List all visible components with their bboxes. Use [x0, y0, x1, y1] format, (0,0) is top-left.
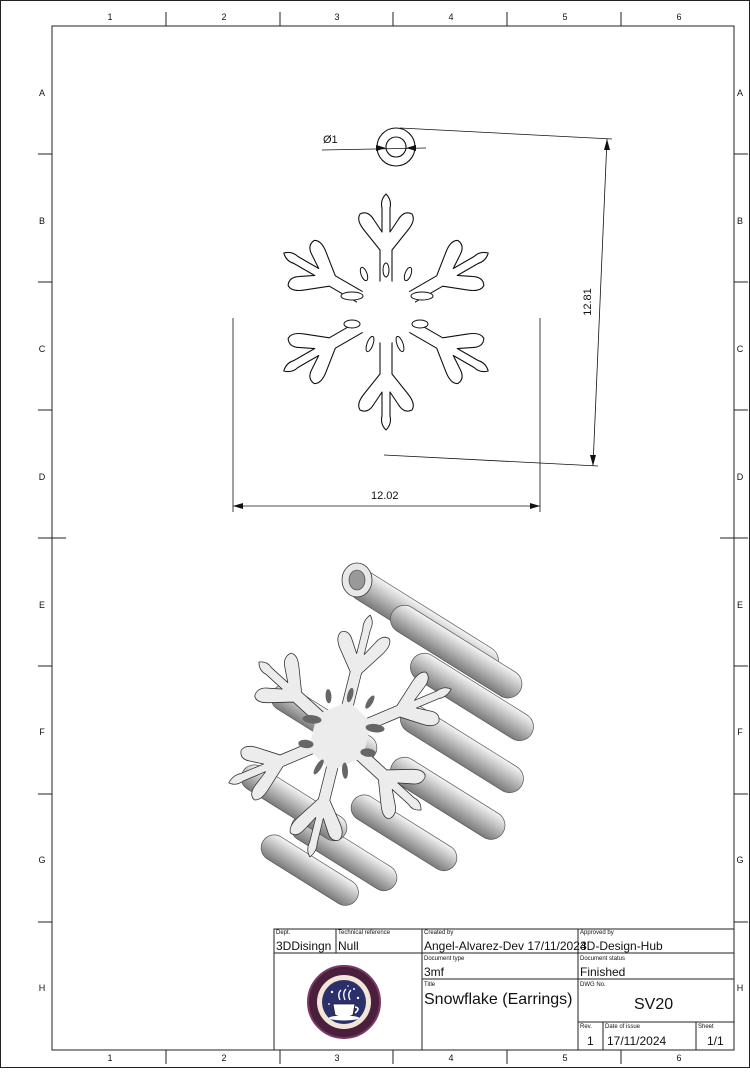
- company-logo: [307, 965, 381, 1039]
- created-label: Created by: [424, 930, 454, 936]
- width-dimension: 12.02: [371, 490, 399, 502]
- column-label-5: 5: [562, 12, 568, 22]
- row-label-c: C: [38, 344, 46, 354]
- rev-label: Rev.: [580, 1024, 592, 1030]
- row-label-d: D: [38, 472, 46, 482]
- approved-label: Approved by: [580, 930, 614, 936]
- column-label-3: 3: [334, 12, 340, 22]
- column-label-2: 2: [221, 12, 227, 22]
- row-label-b-right: B: [736, 216, 743, 226]
- row-label-a: A: [38, 88, 45, 98]
- column-label-5-bottom: 5: [562, 1053, 568, 1063]
- dimension-arrows: [233, 139, 610, 509]
- row-label-h-right: H: [736, 983, 744, 993]
- row-label-f-right: F: [737, 727, 743, 737]
- row-label-f: F: [39, 727, 45, 737]
- date-label: Date of issue: [605, 1024, 641, 1030]
- row-label-b: B: [38, 216, 45, 226]
- title-block-grid: [273, 928, 735, 1051]
- row-label-g: G: [38, 855, 46, 865]
- column-label-4-bottom: 4: [448, 1053, 454, 1063]
- sheet-value: 1/1: [707, 1034, 724, 1048]
- dwg-number: SV20: [634, 996, 674, 1013]
- doctype-value: 3mf: [424, 965, 445, 979]
- row-ticks: [38, 153, 748, 923]
- row-label-a-right: A: [736, 88, 743, 98]
- date-value: 17/11/2024: [607, 1034, 667, 1048]
- snowflake-front-view: [269, 127, 503, 431]
- hole-diameter-dimension: Ø1: [323, 134, 338, 146]
- title-label: Title: [424, 982, 436, 988]
- row-label-c-right: C: [736, 344, 744, 354]
- column-label-1-bottom: 1: [107, 1053, 113, 1063]
- row-label-h: H: [38, 983, 46, 993]
- column-label-6-bottom: 6: [676, 1053, 682, 1063]
- rev-value: 1: [587, 1034, 594, 1048]
- docstatus-value: Finished: [580, 965, 626, 979]
- column-label-2-bottom: 2: [221, 1053, 227, 1063]
- column-label-3-bottom: 3: [334, 1053, 340, 1063]
- dwg-label: DWG No.: [580, 982, 606, 988]
- techref-label: Technical reference: [338, 930, 391, 936]
- column-label-4: 4: [448, 12, 454, 22]
- inner-border: [51, 25, 735, 1051]
- row-label-g-right: G: [736, 855, 744, 865]
- column-ticks: [165, 12, 622, 1064]
- column-label-6: 6: [676, 12, 682, 22]
- doctype-label: Document type: [424, 956, 465, 962]
- height-dimension: 12.81: [581, 288, 594, 316]
- docstatus-label: Document status: [580, 956, 626, 962]
- dimension-lines: [232, 127, 613, 512]
- sheet-label: Sheet: [698, 1024, 714, 1030]
- snowflake-3d-view: [221, 562, 534, 906]
- techref-value: Null: [338, 939, 359, 953]
- column-label-1: 1: [107, 12, 113, 22]
- drawing-title: Snowflake (Earrings): [424, 991, 573, 1008]
- row-label-e-right: E: [736, 600, 743, 610]
- dept-label: Dept.: [276, 930, 291, 936]
- approved-value: 3D-Design-Hub: [580, 939, 663, 953]
- created-value: Angel-Alvarez-Dev 17/11/2024: [424, 939, 587, 953]
- row-label-e: E: [38, 600, 45, 610]
- dept-value: 3DDisingn: [276, 939, 332, 953]
- row-label-d-right: D: [736, 472, 744, 482]
